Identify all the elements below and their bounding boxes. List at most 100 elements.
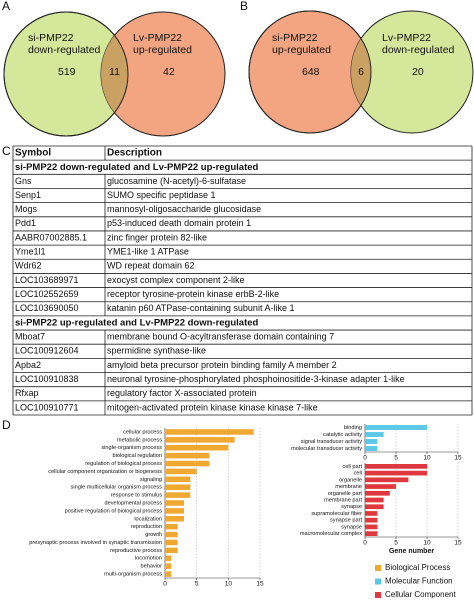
legend-swatch — [375, 592, 381, 598]
venn-right-count: 42 — [163, 66, 175, 78]
x-tick-label: 0 — [363, 455, 367, 462]
category-label: membrane — [335, 484, 362, 490]
panel-label: C — [2, 144, 11, 158]
venn-left-count: 519 — [58, 66, 76, 78]
venn-right-label: up-regulated — [133, 44, 192, 56]
x-tick-label: 0 — [163, 581, 167, 588]
bar — [165, 468, 197, 475]
bar — [365, 517, 378, 523]
venn-left-outline — [3, 11, 129, 137]
table-cell: Mogs — [15, 204, 38, 214]
table-cell: Gns — [15, 176, 32, 186]
category-label: behavior — [141, 564, 163, 570]
venn-left-label: si-PMP22 — [272, 32, 318, 44]
x-tick-label: 5 — [394, 540, 398, 547]
x-tick-label: 10 — [225, 581, 233, 588]
table-cell: mannosyl-oligosaccharide glucosidase — [107, 204, 261, 214]
venn-right-count: 20 — [412, 66, 424, 78]
bar — [165, 476, 191, 483]
venn-right-label: down-regulated — [382, 44, 455, 56]
bar — [365, 497, 384, 503]
bar — [165, 516, 184, 522]
bar — [365, 504, 384, 510]
category-label: cellular component organization or bioge… — [48, 469, 162, 475]
venn-right-label: Lv-PMP22 — [382, 32, 431, 44]
category-label: organelle part — [328, 491, 363, 497]
bar — [165, 563, 172, 569]
category-label: binding — [344, 425, 362, 431]
bar — [165, 508, 184, 514]
bar — [165, 531, 178, 538]
bar — [365, 511, 378, 516]
table-header: Description — [107, 148, 162, 159]
bar — [365, 524, 378, 530]
venn-left-label: down-regulated — [28, 44, 101, 56]
legend-swatch — [375, 565, 381, 571]
table-cell: katanin p60 ATPase-containing subunit A-… — [107, 303, 294, 313]
category-label: single-organism process — [101, 445, 162, 451]
table-cell: Mboat7 — [15, 332, 45, 342]
table-cell: receptor tyrosine-protein kinase erbB-2-… — [107, 289, 279, 299]
category-label: synapse — [341, 524, 362, 530]
table-cell: spermidine synthase-like — [107, 346, 206, 356]
table-cell: zinc finger protein 82-like — [107, 232, 207, 242]
bar — [165, 571, 172, 577]
category-label: reproduction — [131, 524, 162, 530]
table-cell: regulatory factor X-associated protein — [107, 388, 257, 398]
x-tick-label: 15 — [256, 581, 264, 588]
category-label: reproductive process — [110, 548, 162, 554]
bar — [165, 484, 191, 490]
bar — [365, 432, 384, 437]
category-label: response to stimulus — [111, 493, 163, 499]
bar — [365, 439, 378, 444]
bar — [165, 437, 235, 443]
table-cell: Senp1 — [15, 190, 41, 200]
table-cell: Wdr62 — [15, 261, 42, 271]
bar — [365, 470, 427, 476]
table-cell: LOC100912604 — [15, 346, 79, 356]
table-cell: amyloid beta precursor protein binding f… — [107, 360, 337, 370]
category-label: organelle — [339, 477, 362, 483]
venn-left-count: 648 — [302, 66, 320, 78]
venn-overlap-count: 6 — [358, 66, 364, 78]
category-label: catalytic activity — [323, 432, 362, 438]
table-cell: exocyst complex component 2-like — [107, 275, 245, 285]
legend-label: Molecular Function — [385, 577, 453, 586]
bar — [365, 490, 390, 496]
table-cell: glucosamine (N-acetyl)-6-sulfatase — [107, 176, 246, 186]
bar — [365, 425, 427, 430]
category-label: supramolecular fiber — [311, 511, 362, 517]
category-label: signaling — [140, 477, 162, 483]
category-label: synapse — [341, 504, 362, 510]
table-cell: YME1-like 1 ATPase — [107, 247, 189, 257]
x-tick-label: 10 — [423, 455, 431, 462]
category-label: developmental process — [104, 500, 162, 506]
table-cell: LOC100910771 — [15, 402, 79, 412]
table-header: Symbol — [15, 148, 51, 159]
category-label: macromolecular complex — [300, 531, 362, 537]
bar — [165, 523, 178, 530]
table-cell: mitogen-activated protein kinase kinase … — [107, 402, 318, 412]
bar — [365, 484, 396, 489]
bar — [365, 531, 378, 536]
category-label: metabolic process — [117, 437, 162, 443]
x-tick-label: 0 — [363, 540, 367, 547]
bar — [165, 429, 254, 435]
category-label: localization — [134, 516, 162, 522]
category-label: biological regulation — [113, 453, 162, 459]
bar — [365, 464, 427, 469]
table-cell: Apba2 — [15, 360, 41, 370]
bar — [165, 492, 191, 498]
panel-label: A — [2, 0, 10, 13]
category-label: cell — [354, 471, 362, 477]
category-label: membrane part — [324, 497, 362, 503]
venn-overlap-count: 11 — [109, 66, 120, 78]
bar — [165, 460, 210, 467]
category-label: presynaptic process involved in synaptic… — [29, 540, 162, 546]
bar — [165, 539, 178, 546]
legend-label: Cellular Component — [385, 590, 456, 599]
table-cell: WD repeat domain 62 — [107, 261, 195, 271]
table-cell: membrane bound O-acyltransferase domain … — [107, 332, 334, 342]
table-cell: AABR07002885.1 — [15, 232, 87, 242]
